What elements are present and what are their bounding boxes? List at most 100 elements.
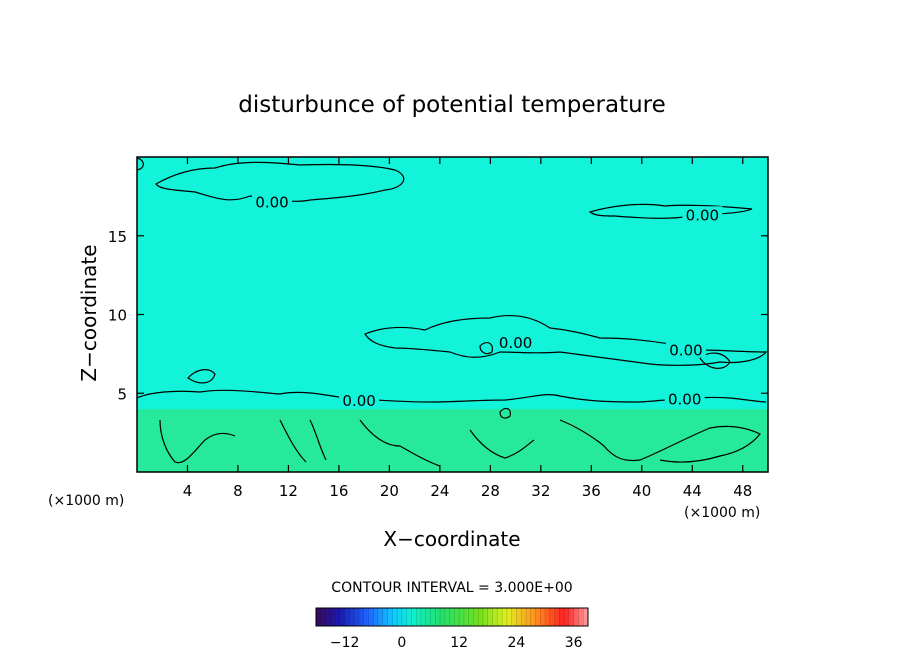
colorbar-cell — [344, 608, 350, 626]
colorbar-ticks: −12 0 12 24 36 — [330, 635, 583, 651]
colorbar-cell — [320, 608, 326, 626]
contour-label-bg — [339, 392, 380, 409]
colorbar-cell — [549, 608, 555, 626]
contour-labels: 0.00 0.00 0.00 0.00 0.00 0.00 — [252, 193, 723, 410]
y-axis-ticks: 5 10 15 — [108, 228, 768, 403]
colorbar-cell — [411, 608, 417, 626]
x-tick-label: 4 — [183, 482, 193, 500]
contour-interval: CONTOUR INTERVAL = 3.000E+00 — [331, 580, 572, 596]
x-tick-label: 12 — [279, 482, 298, 500]
contour-line-blob-1 — [187, 369, 216, 384]
colorbar-cell — [554, 608, 560, 626]
contour-line-low-right — [559, 419, 761, 463]
x-tick-label: 36 — [582, 482, 601, 500]
contour-line-upper-left — [155, 161, 405, 202]
colorbar-cell — [363, 608, 369, 626]
region-positive — [137, 409, 768, 472]
contour-label: 0.00 — [255, 194, 288, 212]
contour-label: 0.00 — [499, 334, 532, 352]
x-tick-label: 8 — [233, 482, 243, 500]
contour-label: 0.00 — [342, 392, 375, 410]
x-tick-label: 44 — [683, 482, 702, 500]
colorbar-cell — [401, 608, 407, 626]
contour-line-low-mid — [279, 419, 535, 467]
colorbar-cell — [420, 608, 427, 626]
y-tick-label: 10 — [108, 307, 127, 325]
colorbar-cell — [392, 608, 398, 626]
colorbar-cell — [483, 608, 489, 626]
contour-line-blob-2 — [479, 342, 493, 355]
colorbar-cell — [444, 608, 450, 626]
colorbar-cell — [578, 608, 584, 626]
colorbar-cell — [358, 608, 365, 626]
x-unit-left: (×1000 m) — [48, 493, 124, 509]
colorbar-cell — [373, 608, 379, 626]
colorbar-cell — [416, 608, 422, 626]
x-tick-label: 40 — [632, 482, 651, 500]
colorbar-cell — [349, 608, 355, 626]
y-tick-label: 15 — [108, 228, 127, 246]
colorbar-cell — [516, 608, 522, 626]
colorbar-cell — [468, 608, 474, 626]
colorbar-cell — [545, 608, 551, 626]
chart-title: disturbunce of potential temperature — [238, 92, 666, 118]
colorbar-cell — [568, 608, 574, 626]
region-zero — [137, 157, 768, 409]
contour-label-bg — [664, 390, 705, 407]
x-tick-label: 20 — [380, 482, 399, 500]
x-tick-label: 24 — [430, 482, 449, 500]
colorbar-cell — [397, 608, 403, 626]
contour-label-bg — [495, 333, 536, 350]
contour-label-bg — [252, 193, 293, 210]
contour-line-middle — [364, 315, 768, 366]
plot-area: 0.000.000.00 0.000.00 0.00 4 8 12 16 20 24 28 32 3… — [108, 156, 769, 500]
colorbar-cell — [440, 608, 446, 626]
x-axis-ticks: 4 8 12 16 20 24 28 32 36 40 44 48 — [183, 157, 752, 500]
colorbar-cell — [368, 608, 374, 626]
x-tick-label: 32 — [531, 482, 550, 500]
colorbar-tick-label: −12 — [330, 635, 360, 651]
colorbar-cell — [492, 608, 498, 626]
contour-line-blob-3 — [699, 352, 731, 369]
colorbar-cell — [502, 608, 508, 626]
contour-label: 0.00 — [669, 342, 702, 360]
colorbar-cell — [583, 608, 589, 626]
colorbar-tick-label: 0 — [397, 635, 406, 651]
colorbar-cell — [497, 608, 503, 626]
contour-line-upper-left-edge — [136, 157, 144, 171]
contour-label: 0.00 — [686, 206, 719, 224]
colorbar-cell — [506, 608, 512, 626]
colorbar-cell — [459, 608, 465, 626]
colorbar-cell — [511, 608, 517, 626]
colorbar-cell — [521, 608, 527, 626]
colorbar-cell — [463, 608, 470, 626]
colorbar-cell — [530, 608, 536, 626]
contour-line-upper-right — [588, 203, 753, 219]
colorbar — [315, 607, 589, 627]
x-tick-label: 48 — [733, 482, 752, 500]
colorbar-tick-label: 36 — [565, 635, 583, 651]
colorbar-cell — [573, 608, 579, 626]
x-tick-label: 28 — [481, 482, 500, 500]
colorbar-cell — [406, 608, 412, 626]
colorbar-cell — [487, 608, 493, 626]
colorbar-frame — [315, 607, 589, 627]
colorbar-cell — [378, 608, 384, 626]
colorbar-cell — [435, 608, 441, 626]
contour-lines — [136, 157, 768, 467]
colorbar-cell — [559, 608, 565, 626]
x-tick-label: 16 — [329, 482, 348, 500]
colorbar-cell — [535, 608, 541, 626]
colorbar-tick-label: 12 — [450, 635, 468, 651]
colorbar-cell — [339, 608, 345, 626]
colorbar-cell — [525, 608, 532, 626]
colorbar-cell — [382, 608, 388, 626]
y-tick-label: 5 — [117, 385, 127, 403]
x-axis-label: X−coordinate — [383, 527, 520, 551]
colorbar-cell — [354, 608, 360, 626]
colorbar-cell — [473, 608, 479, 626]
colorbar-cell — [540, 608, 546, 626]
colorbar-cell — [449, 608, 455, 626]
x-unit-right: (×1000 m) — [684, 505, 760, 521]
